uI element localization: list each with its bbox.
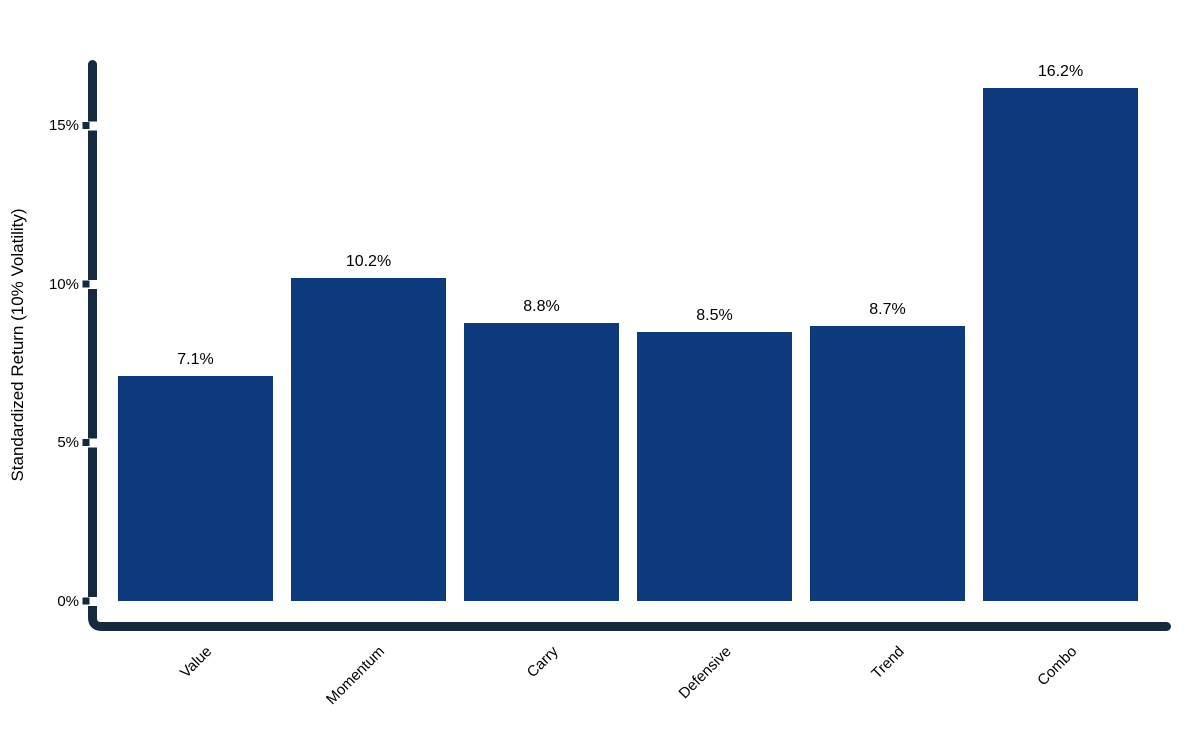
- y-axis-title: Standardized Return (10% Volatility): [8, 208, 27, 482]
- bar-value-label: 8.8%: [523, 297, 560, 315]
- bar-momentum: [291, 278, 446, 602]
- y-tick-label: 10%: [48, 275, 79, 293]
- bar-carry: [464, 322, 619, 602]
- y-tick-gap: [87, 280, 98, 289]
- y-tick-mark: [82, 280, 90, 288]
- bar-value-label: 10.2%: [345, 253, 392, 271]
- axis-spine: [88, 60, 1171, 631]
- bar-defensive: [637, 332, 792, 602]
- y-axis-ticks: [82, 121, 98, 606]
- bar-combo: [983, 87, 1138, 602]
- y-tick-gap: [87, 121, 98, 131]
- bar-value-label: 16.2%: [1037, 62, 1084, 80]
- y-tick-gap: [87, 597, 98, 606]
- y-tick-gap: [87, 438, 98, 448]
- y-tick-mark: [82, 597, 90, 605]
- bar-value-label: 8.5%: [696, 307, 733, 325]
- y-tick-label: 15%: [48, 117, 79, 134]
- y-tick-label: 5%: [57, 434, 79, 451]
- bar-value-label: 8.7%: [869, 300, 906, 318]
- y-tick-label: 0%: [57, 592, 79, 610]
- bar-value-label: 7.1%: [177, 351, 214, 369]
- bar-trend: [810, 325, 965, 602]
- y-tick-mark: [82, 122, 90, 129]
- y-tick-mark: [82, 439, 90, 446]
- bar-value: [118, 376, 273, 602]
